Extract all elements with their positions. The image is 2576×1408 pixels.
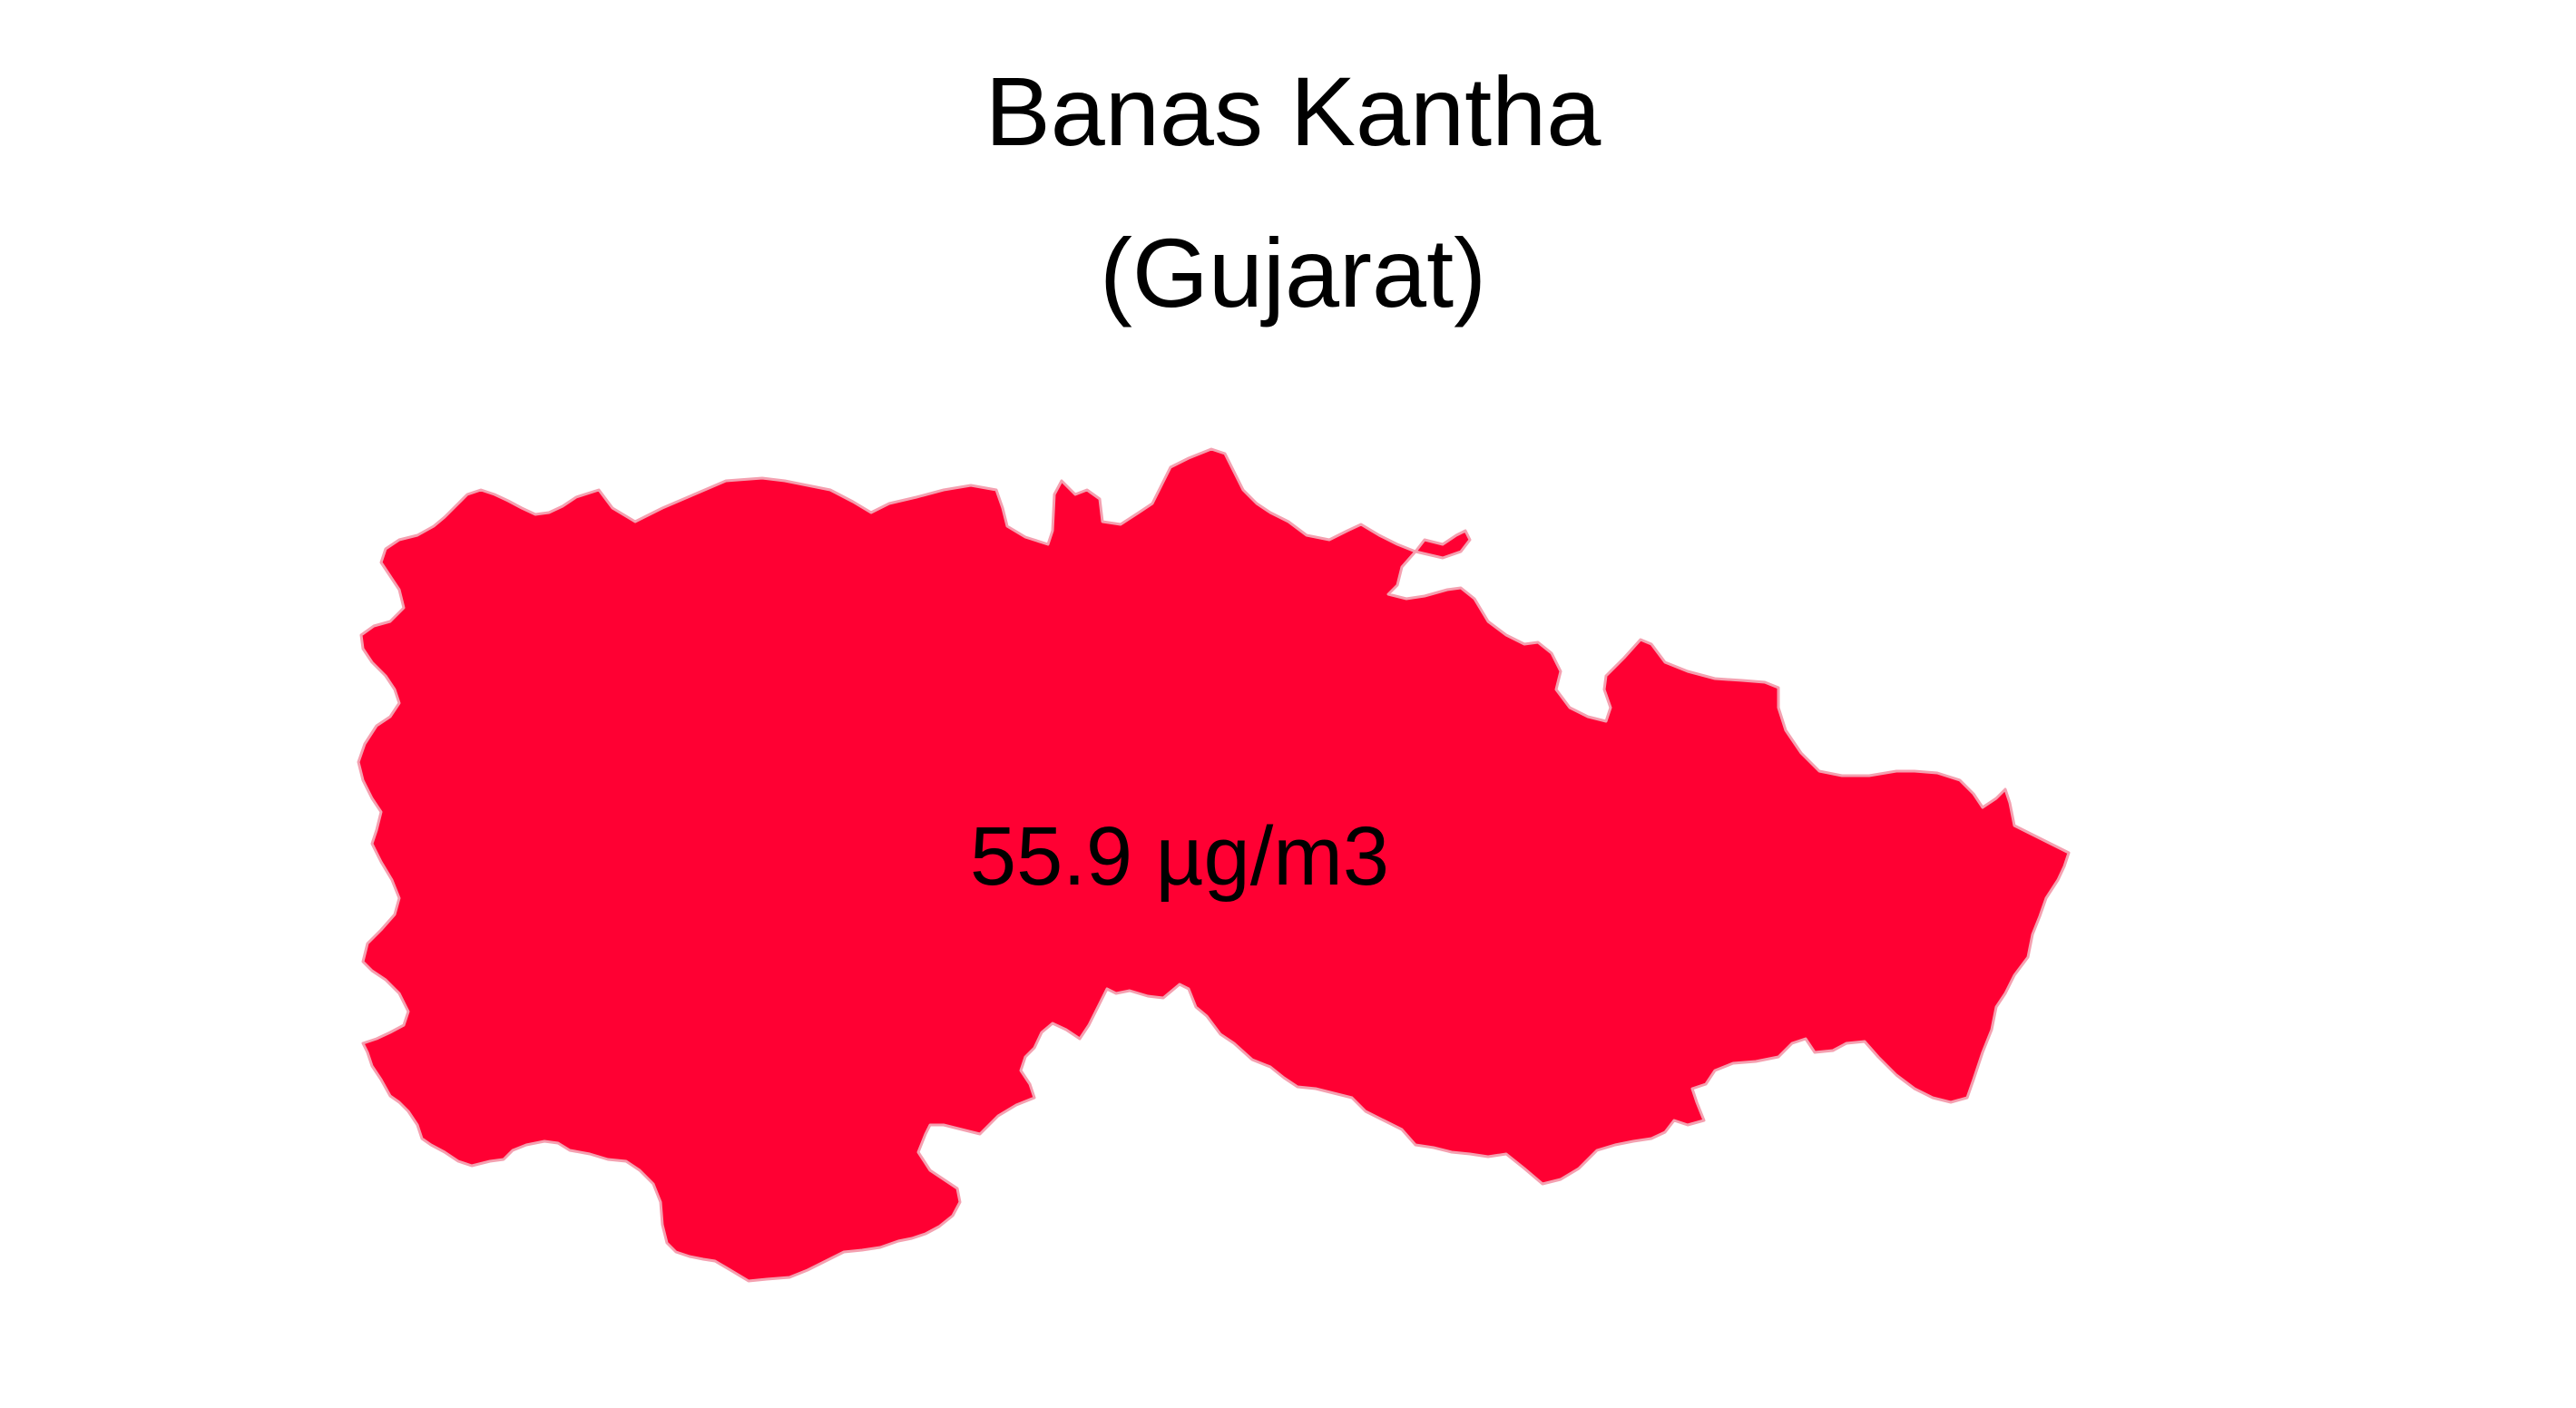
pollution-value-label: 55.9 µg/m3 (970, 810, 1389, 903)
district-boundary-banas-kantha (357, 447, 2071, 1283)
map-title-district: Banas Kantha (985, 56, 1601, 166)
map-title-state: (Gujarat) (1100, 218, 1486, 328)
